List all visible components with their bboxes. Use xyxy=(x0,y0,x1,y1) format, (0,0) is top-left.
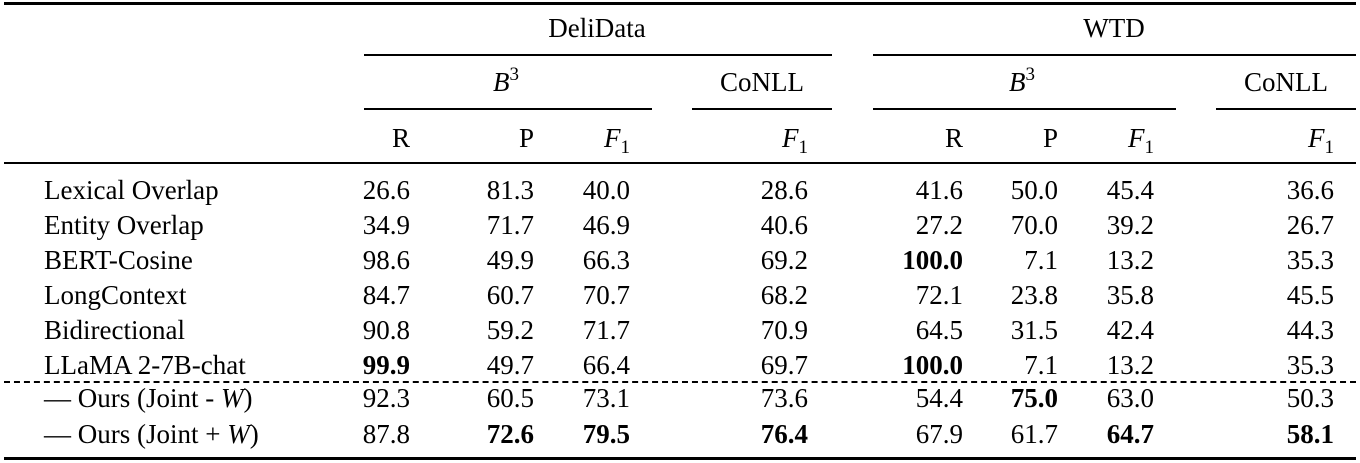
cell-delidata-p: 71.7 xyxy=(486,210,534,240)
cell-wtd-f1: 64.7 xyxy=(1106,419,1154,449)
cell-delidata-conll-f1: 68.2 xyxy=(760,280,808,310)
cell-delidata-p: 49.7 xyxy=(486,350,534,380)
cell-wtd-conll-f1: 35.3 xyxy=(1286,245,1334,275)
cell-delidata-p: 49.9 xyxy=(486,245,534,275)
column-header-delidata-r: R xyxy=(391,123,410,153)
ours-separator xyxy=(4,381,1356,383)
delidata-b3-rule xyxy=(364,108,652,110)
cell-wtd-r: 100.0 xyxy=(902,350,963,380)
cell-delidata-conll-f1: 69.7 xyxy=(760,350,808,380)
group-header-wtd: WTD xyxy=(1083,13,1145,43)
cell-delidata-p: 60.5 xyxy=(486,383,534,413)
cell-wtd-conll-f1: 45.5 xyxy=(1286,280,1334,310)
cell-wtd-conll-f1: 50.3 xyxy=(1286,383,1334,413)
cell-delidata-conll-f1: 40.6 xyxy=(760,210,808,240)
delidata-conll-rule xyxy=(692,108,832,110)
cell-wtd-r: 100.0 xyxy=(902,245,963,275)
cell-delidata-r: 92.3 xyxy=(362,383,410,413)
cell-delidata-p: 81.3 xyxy=(486,175,534,205)
cell-delidata-conll-f1: 70.9 xyxy=(760,315,808,345)
column-header-delidata-conll-f1: F1 xyxy=(782,123,808,158)
row-label: LLaMA 2-7B-chat xyxy=(44,350,246,380)
cell-wtd-r: 54.4 xyxy=(915,383,963,413)
row-label: Entity Overlap xyxy=(44,210,204,240)
cell-wtd-r: 67.9 xyxy=(915,419,963,449)
wtd-b3-rule xyxy=(873,108,1176,110)
cell-wtd-f1: 45.4 xyxy=(1106,175,1154,205)
cell-wtd-p: 75.0 xyxy=(1010,383,1058,413)
row-label: Lexical Overlap xyxy=(44,175,219,205)
cell-delidata-r: 34.9 xyxy=(362,210,410,240)
row-label: LongContext xyxy=(44,280,187,310)
subgroup-b3-delidata: B3 xyxy=(493,64,519,97)
row-label: BERT-Cosine xyxy=(44,245,193,275)
cell-delidata-f1: 73.1 xyxy=(582,383,630,413)
column-header-delidata-f1: F1 xyxy=(604,123,630,158)
cell-delidata-r: 87.8 xyxy=(362,419,410,449)
cell-wtd-r: 27.2 xyxy=(915,210,963,240)
cell-wtd-p: 7.1 xyxy=(1024,350,1058,380)
column-header-wtd-p: P xyxy=(1042,123,1058,153)
bottom-rule xyxy=(4,457,1356,460)
cell-wtd-f1: 63.0 xyxy=(1106,383,1154,413)
column-header-wtd-r: R xyxy=(944,123,963,153)
cell-delidata-conll-f1: 73.6 xyxy=(760,383,808,413)
wtd-conll-rule xyxy=(1216,108,1356,110)
cell-wtd-conll-f1: 26.7 xyxy=(1286,210,1334,240)
cell-delidata-f1: 40.0 xyxy=(582,175,630,205)
cell-wtd-f1: 35.8 xyxy=(1106,280,1154,310)
cell-delidata-f1: 66.4 xyxy=(582,350,630,380)
cell-wtd-r: 64.5 xyxy=(915,315,963,345)
cell-delidata-conll-f1: 69.2 xyxy=(760,245,808,275)
subgroup-conll-wtd: CoNLL xyxy=(1244,67,1328,97)
subgroup-conll-delidata: CoNLL xyxy=(720,67,804,97)
cell-wtd-r: 41.6 xyxy=(915,175,963,205)
cell-wtd-r: 72.1 xyxy=(915,280,963,310)
subgroup-b3-wtd: B3 xyxy=(1009,64,1035,97)
cell-delidata-f1: 46.9 xyxy=(582,210,630,240)
group-header-delidata: DeliData xyxy=(548,13,646,43)
cell-wtd-f1: 39.2 xyxy=(1106,210,1154,240)
column-header-wtd-conll-f1: F1 xyxy=(1308,123,1334,158)
cell-delidata-p: 59.2 xyxy=(486,315,534,345)
cell-delidata-p: 60.7 xyxy=(486,280,534,310)
row-label: — Ours (Joint - W) xyxy=(44,383,253,413)
cell-delidata-r: 99.9 xyxy=(362,350,410,380)
cell-wtd-p: 23.8 xyxy=(1010,280,1058,310)
row-label: — Ours (Joint + W) xyxy=(44,419,259,449)
cell-delidata-f1: 70.7 xyxy=(582,280,630,310)
cell-delidata-r: 98.6 xyxy=(362,245,410,275)
cell-wtd-p: 61.7 xyxy=(1010,419,1058,449)
cell-delidata-p: 72.6 xyxy=(486,419,534,449)
cell-wtd-p: 50.0 xyxy=(1010,175,1058,205)
cell-wtd-p: 7.1 xyxy=(1024,245,1058,275)
cell-delidata-f1: 71.7 xyxy=(582,315,630,345)
cell-delidata-r: 26.6 xyxy=(362,175,410,205)
cell-delidata-f1: 79.5 xyxy=(582,419,630,449)
top-rule xyxy=(4,2,1356,5)
cell-delidata-r: 90.8 xyxy=(362,315,410,345)
column-header-wtd-f1: F1 xyxy=(1128,123,1154,158)
cell-wtd-f1: 13.2 xyxy=(1106,350,1154,380)
cell-delidata-r: 84.7 xyxy=(362,280,410,310)
cell-wtd-f1: 42.4 xyxy=(1106,315,1154,345)
header-rule xyxy=(4,162,1356,164)
cell-wtd-conll-f1: 35.3 xyxy=(1286,350,1334,380)
cell-delidata-conll-f1: 28.6 xyxy=(760,175,808,205)
cell-wtd-f1: 13.2 xyxy=(1106,245,1154,275)
cell-wtd-conll-f1: 36.6 xyxy=(1286,175,1334,205)
cell-delidata-conll-f1: 76.4 xyxy=(760,419,808,449)
cell-wtd-p: 31.5 xyxy=(1010,315,1058,345)
delidata-rule xyxy=(364,54,832,56)
cell-wtd-p: 70.0 xyxy=(1010,210,1058,240)
cell-wtd-conll-f1: 44.3 xyxy=(1286,315,1334,345)
wtd-rule xyxy=(873,54,1356,56)
cell-wtd-conll-f1: 58.1 xyxy=(1286,419,1334,449)
cell-delidata-f1: 66.3 xyxy=(582,245,630,275)
column-header-delidata-p: P xyxy=(518,123,534,153)
row-label: Bidirectional xyxy=(44,315,185,345)
